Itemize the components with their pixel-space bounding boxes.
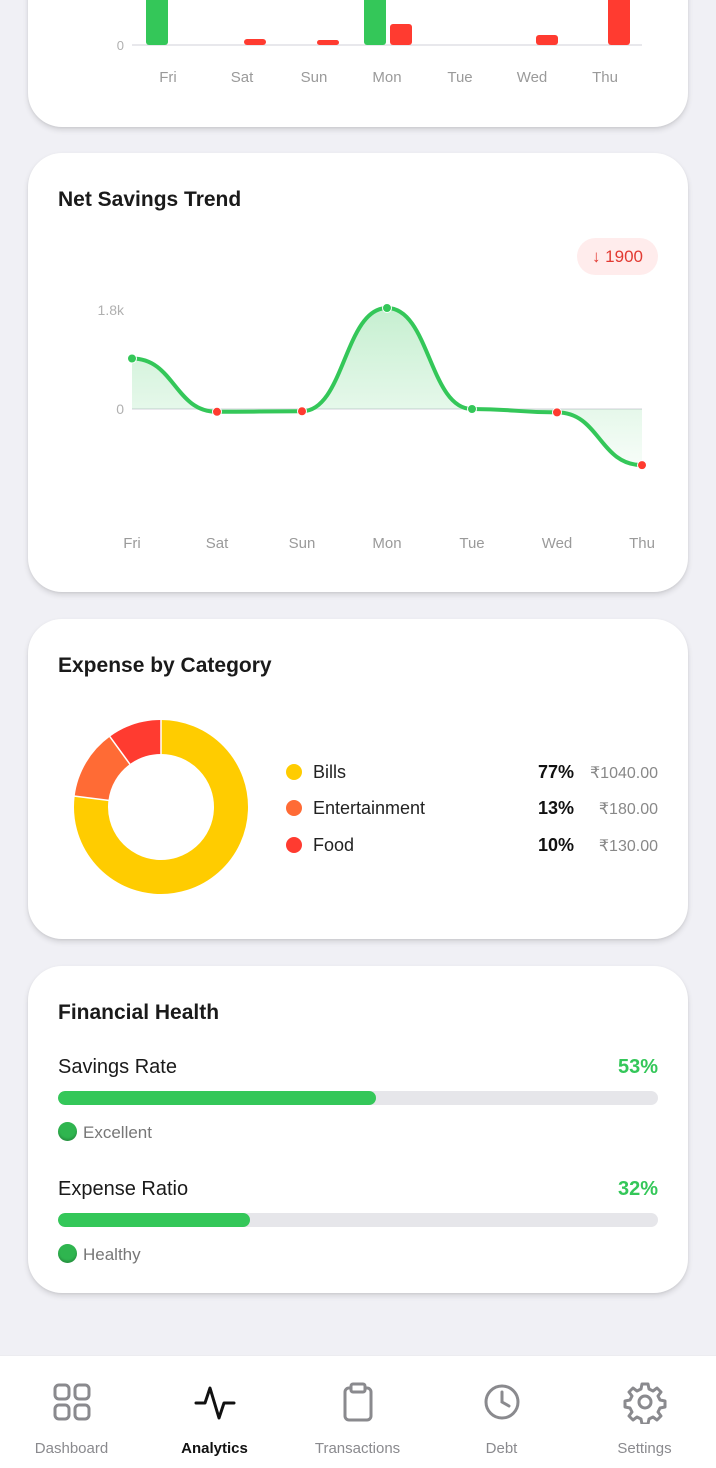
expense-ratio-status: Healthy	[58, 1244, 141, 1265]
data-point	[382, 303, 392, 313]
expense-ratio-label: Expense Ratio	[58, 1178, 189, 1200]
donut-slice-bills	[74, 720, 248, 894]
nav-transactions[interactable]: Transactions	[286, 1356, 429, 1468]
data-point	[127, 353, 137, 364]
daily-bars-card: 0 Fri Sat Sun Mon Tue Wed Thu	[28, 0, 688, 127]
legend-amount: ₹180.00	[598, 801, 658, 818]
savings-rate-progress	[58, 1091, 658, 1105]
slice-separator	[108, 735, 132, 766]
daily-bar-chart: 0 Fri Sat Sun Mon Tue Wed Thu	[117, 0, 642, 86]
nav-label: Analytics	[181, 1440, 248, 1457]
nav-label: Dashboard	[34, 1440, 109, 1457]
bar-sun-expense	[317, 40, 339, 45]
expense-category-card: Expense by Category Bills 77% ₹1040.00 E…	[28, 619, 688, 939]
legend-amount: ₹130.00	[598, 838, 658, 855]
data-point	[637, 460, 647, 471]
donut-slice-food	[109, 720, 162, 765]
net-savings-line-chart: 1.8k 0 Fri Sat Sun Mon Tue Wed Thu	[98, 302, 655, 552]
x-tick-label: Wed	[517, 69, 548, 86]
net-savings-title: Net Savings Trend	[58, 188, 242, 211]
expense-ratio-fill	[58, 1213, 250, 1227]
x-tick-label: Mon	[372, 535, 401, 552]
savings-rate-value: 53%	[617, 1056, 658, 1078]
y-tick-1-8k: 1.8k	[98, 302, 125, 318]
x-tick-label: Sun	[301, 69, 328, 86]
bar-sat-expense	[244, 39, 266, 45]
nav-dashboard[interactable]: Dashboard	[0, 1356, 143, 1468]
savings-rate-fill	[58, 1091, 376, 1105]
bar-wed-expense	[536, 35, 558, 45]
badge-text: ↓ 1900	[591, 247, 643, 266]
bills-color-dot	[286, 764, 302, 780]
y-tick-0: 0	[116, 401, 124, 417]
entertainment-color-dot	[286, 800, 302, 816]
nav-label: Settings	[617, 1440, 672, 1457]
y-tick-zero: 0	[117, 38, 124, 53]
donut-slice-entertainment	[74, 736, 131, 802]
x-tick-label: Sat	[231, 69, 254, 86]
status-text: Healthy	[83, 1245, 141, 1264]
clipboard-icon	[343, 1382, 372, 1422]
savings-change-badge: ↓ 1900	[576, 238, 658, 275]
data-point	[552, 407, 562, 418]
x-tick-label: Fri	[159, 69, 177, 86]
bottom-navigation: Dashboard Analytics Transactions Debt	[0, 1355, 716, 1468]
financial-health-title: Financial Health	[58, 1001, 220, 1024]
legend-name: Food	[313, 835, 355, 855]
nav-debt[interactable]: Debt	[430, 1356, 573, 1468]
bar-mon-income	[364, 0, 386, 45]
legend-item-bills: Bills 77% ₹1040.00	[286, 760, 658, 784]
slice-separator	[73, 795, 110, 802]
food-color-dot	[286, 837, 302, 853]
x-tick-label: Sat	[206, 535, 229, 552]
nav-label: Transactions	[314, 1440, 401, 1457]
nav-settings[interactable]: Settings	[573, 1356, 716, 1468]
expense-donut-chart	[73, 719, 248, 894]
bar-mon-expense	[390, 24, 412, 45]
legend-percent: 77%	[537, 762, 574, 782]
x-tick-label: Sun	[289, 535, 316, 552]
legend-item-food: Food 10% ₹130.00	[286, 833, 658, 857]
legend-amount: ₹1040.00	[589, 765, 658, 782]
savings-rate-label: Savings Rate	[58, 1056, 177, 1078]
expense-ratio-progress	[58, 1213, 658, 1227]
activity-icon	[194, 1386, 235, 1420]
green-circle-icon	[58, 1244, 77, 1263]
expense-ratio-value: 32%	[617, 1178, 658, 1200]
data-point	[212, 406, 222, 417]
grid-icon	[53, 1383, 90, 1421]
legend-name: Bills	[313, 762, 347, 782]
data-point	[467, 404, 477, 414]
gear-icon	[623, 1382, 666, 1424]
green-circle-icon	[58, 1122, 77, 1141]
x-tick-label: Fri	[123, 535, 141, 552]
x-tick-label: Thu	[629, 535, 655, 552]
nav-label: Debt	[485, 1440, 518, 1457]
x-tick-label: Tue	[459, 535, 484, 552]
bar-fri-income	[146, 0, 168, 45]
expense-category-title: Expense by Category	[58, 654, 272, 677]
x-tick-label: Thu	[592, 69, 618, 86]
legend-percent: 10%	[537, 835, 574, 855]
net-savings-card: Net Savings Trend ↓ 1900 1.8k 0 Fri Sat Su…	[28, 153, 688, 592]
x-tick-label: Wed	[542, 535, 573, 552]
legend-item-entertainment: Entertainment 13% ₹180.00	[286, 796, 658, 820]
clock-icon	[484, 1384, 519, 1420]
legend-percent: 13%	[537, 798, 574, 818]
status-text: Excellent	[83, 1123, 152, 1142]
savings-area	[132, 308, 642, 466]
data-point	[297, 406, 307, 417]
x-tick-label: Mon	[372, 69, 401, 86]
bar-thu-expense	[608, 0, 630, 45]
x-tick-label: Tue	[447, 69, 472, 86]
financial-health-card: Financial Health Savings Rate 53% Excell…	[28, 966, 688, 1293]
legend-name: Entertainment	[313, 798, 426, 818]
savings-rate-status: Excellent	[58, 1122, 152, 1143]
nav-analytics[interactable]: Analytics	[143, 1356, 286, 1468]
